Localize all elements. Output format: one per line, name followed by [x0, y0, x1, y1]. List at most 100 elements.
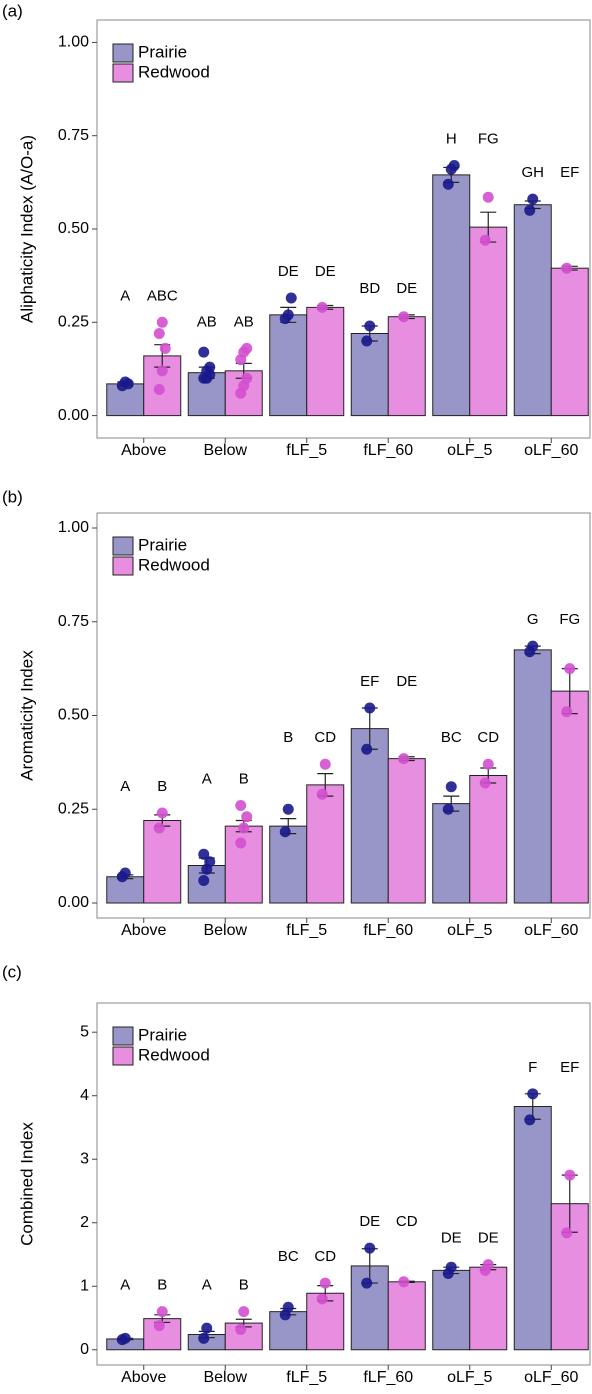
data-point: [153, 822, 165, 834]
data-point: [156, 316, 168, 328]
significance-letter: DE: [278, 263, 299, 280]
y-tick-label: 0.75: [58, 613, 89, 630]
y-axis-title: Combined Index: [17, 1122, 36, 1246]
data-point: [282, 803, 294, 815]
bar: [306, 306, 345, 417]
x-tick-label: Below: [203, 1369, 247, 1386]
bar: [387, 758, 426, 904]
data-point: [364, 1242, 376, 1254]
x-tick-label: Below: [203, 922, 247, 939]
legend-label: Prairie: [138, 42, 187, 61]
bar: [550, 267, 589, 417]
x-tick-label: oLF_60: [524, 922, 578, 939]
x-tick-label: Above: [121, 1369, 166, 1386]
bar: [387, 316, 426, 417]
y-tick-label: 0.50: [58, 220, 89, 237]
data-point: [561, 262, 573, 274]
data-point: [238, 822, 250, 834]
x-tick-label: Above: [121, 442, 166, 459]
bar: [387, 1281, 426, 1351]
data-point: [364, 702, 376, 714]
significance-letter: DE: [441, 1230, 462, 1247]
bar: [469, 775, 508, 904]
significance-letter: ABC: [147, 287, 178, 304]
y-tick-label: 0.50: [58, 707, 89, 724]
data-point: [398, 753, 410, 765]
significance-letter: AB: [197, 313, 217, 330]
data-point: [119, 867, 131, 879]
data-point: [119, 1332, 131, 1344]
data-point: [561, 1227, 573, 1239]
data-point: [282, 1301, 294, 1313]
bar: [306, 784, 345, 904]
x-tick-label: oLF_5: [447, 1369, 492, 1386]
data-point: [479, 234, 491, 246]
data-point: [361, 335, 373, 347]
data-point: [285, 292, 297, 304]
data-point: [198, 875, 210, 886]
bar: [432, 803, 471, 904]
y-tick-label: 0.25: [58, 800, 89, 817]
significance-letter: FG: [478, 131, 499, 148]
data-point: [204, 856, 216, 868]
data-point: [479, 777, 491, 789]
data-point: [561, 706, 573, 718]
x-tick-label: fLF_5: [286, 1369, 327, 1386]
significance-letter: BD: [359, 280, 380, 297]
significance-letter: GH: [522, 164, 545, 181]
data-point: [279, 826, 291, 838]
data-point: [156, 365, 168, 377]
bar: [550, 690, 589, 904]
significance-letter: DE: [396, 280, 417, 297]
bar: [513, 204, 552, 417]
data-point: [316, 1293, 328, 1305]
x-tick-label: fLF_60: [363, 442, 413, 459]
significance-letter: CD: [396, 1213, 418, 1230]
significance-letter: EF: [560, 164, 579, 181]
y-tick-label: 0.00: [58, 407, 89, 424]
x-tick-label: oLF_60: [524, 442, 578, 459]
data-point: [235, 1323, 247, 1335]
data-point: [198, 1332, 210, 1344]
legend-swatch: [112, 556, 134, 576]
significance-letter: B: [157, 1277, 167, 1294]
plot-frame: [96, 1002, 591, 1366]
data-point: [527, 193, 539, 205]
legend-swatch: [112, 63, 134, 83]
data-point: [201, 1322, 213, 1334]
x-tick-label: oLF_5: [447, 922, 492, 939]
data-point: [238, 1306, 250, 1318]
data-point: [198, 848, 210, 860]
significance-letter: EF: [560, 1059, 579, 1076]
data-point: [156, 807, 168, 819]
data-point: [564, 1169, 576, 1181]
significance-letter: A: [202, 770, 212, 787]
y-tick-label: 2: [80, 1214, 89, 1231]
data-point: [445, 781, 457, 793]
data-point: [241, 372, 253, 384]
significance-letter: AB: [234, 313, 254, 330]
data-point: [361, 743, 373, 755]
significance-letter: B: [239, 770, 249, 787]
x-tick-label: Above: [121, 922, 166, 939]
significance-letter: B: [283, 729, 293, 746]
bar: [224, 825, 263, 904]
bar: [469, 1266, 508, 1351]
significance-letter: DE: [359, 1213, 380, 1230]
data-point: [316, 301, 328, 313]
data-point: [319, 758, 331, 770]
significance-letter: DE: [315, 263, 336, 280]
significance-letter: A: [120, 778, 130, 795]
data-point: [159, 342, 171, 354]
legend-label: Redwood: [138, 555, 210, 574]
data-point: [153, 1320, 165, 1332]
significance-letter: CD: [314, 1248, 336, 1265]
data-point: [153, 328, 165, 339]
data-point: [235, 837, 247, 849]
bar: [350, 728, 389, 904]
bar: [432, 1269, 471, 1351]
data-point: [482, 191, 494, 203]
data-point: [319, 1277, 331, 1289]
significance-letter: A: [120, 287, 130, 304]
panel-label: (c): [2, 962, 22, 981]
